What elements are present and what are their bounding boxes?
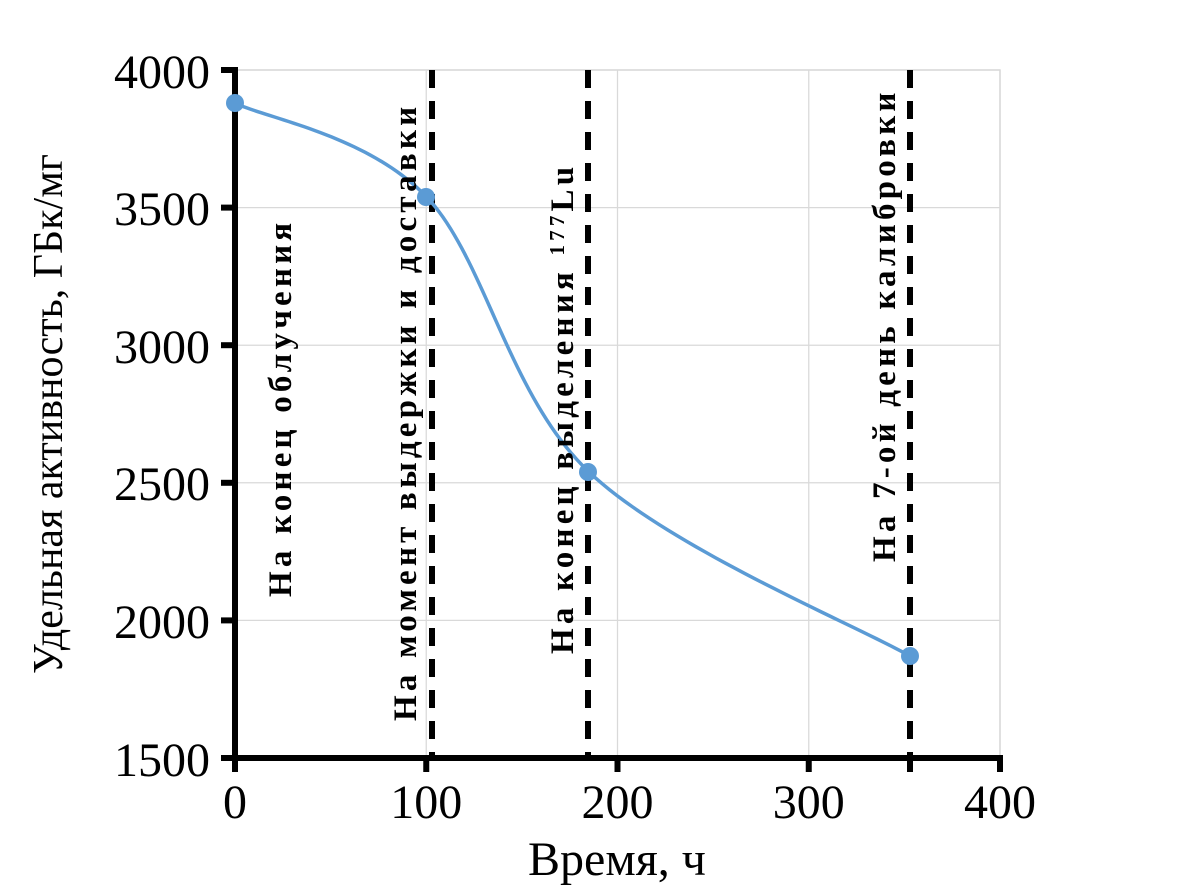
svg-text:100: 100 (390, 776, 462, 829)
svg-text:400: 400 (964, 776, 1036, 829)
svg-text:2500: 2500 (114, 458, 210, 511)
svg-text:2000: 2000 (114, 596, 210, 649)
svg-text:300: 300 (773, 776, 845, 829)
svg-text:200: 200 (582, 776, 654, 829)
svg-text:1500: 1500 (114, 734, 210, 787)
svg-text:Удельная активность, ГБк/мг: Удельная активность, ГБк/мг (26, 154, 72, 674)
svg-text:На конец выделения 177Lu: На конец выделения 177Lu (545, 163, 581, 654)
svg-text:На 7-ой день калибровки: На 7-ой день калибровки (867, 88, 903, 562)
svg-text:На конец облучения: На конец облучения (263, 219, 299, 597)
svg-text:3500: 3500 (114, 183, 210, 236)
svg-text:Время, ч: Время, ч (528, 833, 706, 886)
svg-text:3000: 3000 (114, 321, 210, 374)
svg-text:На момент выдержки и доставки: На момент выдержки и доставки (388, 103, 424, 721)
svg-text:0: 0 (223, 776, 247, 829)
svg-text:4000: 4000 (114, 46, 210, 99)
